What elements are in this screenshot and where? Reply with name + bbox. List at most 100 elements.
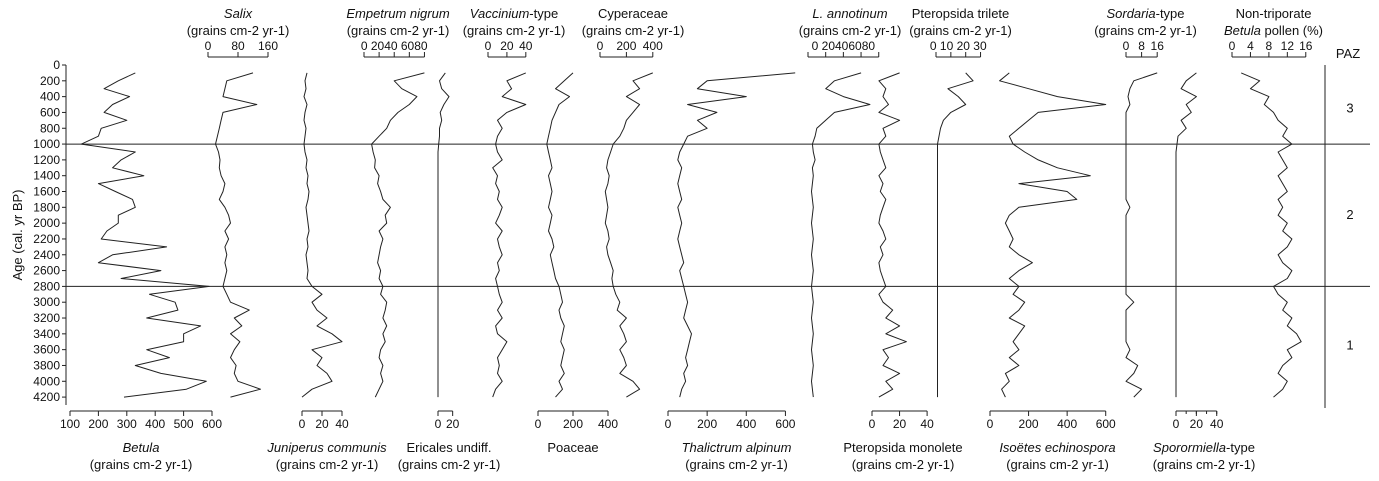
y-tick-label: 3800 [33, 358, 60, 372]
series-tick-label: 80 [231, 39, 245, 53]
y-tick-label: 800 [40, 121, 60, 135]
series-tick-label: 40 [920, 417, 934, 431]
series-title: Empetrum nigrum [346, 6, 449, 21]
y-tick-label: 2000 [33, 216, 60, 230]
series-tick-label: 600 [775, 417, 795, 431]
series-title: Non-triporate [1236, 6, 1312, 21]
series-tick-label: 0 [299, 417, 306, 431]
series-units: (grains cm-2 yr-1) [799, 23, 902, 38]
series-units: (grains cm-2 yr-1) [463, 23, 566, 38]
series-tick-label: 600 [1096, 417, 1116, 431]
series-tick-label: 200 [88, 417, 108, 431]
series-curve [604, 72, 653, 398]
series-title: Betula [123, 440, 160, 455]
series-panel: 0 20 40 Vaccinium-type (grains cm-2 yr-1) [463, 6, 566, 398]
y-tick-label: 600 [40, 105, 60, 119]
zone-label: 3 [1346, 100, 1353, 115]
series-units: (grains cm-2 yr-1) [187, 23, 290, 38]
y-tick-label: 3000 [33, 295, 60, 309]
y-tick-label: 1200 [33, 153, 60, 167]
series-curve [811, 72, 871, 398]
y-tick-label: 3200 [33, 311, 60, 325]
y-tick-label: 2800 [33, 279, 60, 293]
series-title: Cyperaceae [598, 6, 668, 21]
series-tick-label: 40 [335, 417, 349, 431]
series-curve [371, 72, 425, 398]
series-tick-label: 0 [535, 417, 542, 431]
series-tick-label: 100 [60, 417, 80, 431]
series-tick-label: 600 [202, 417, 222, 431]
series-tick-label: 0 [435, 417, 442, 431]
series-tick-label: 0 [597, 39, 604, 53]
series-tick-label: 40 [519, 39, 533, 53]
series-units: (grains cm-2 yr-1) [1006, 457, 1109, 472]
series-tick-label: 0 [1173, 417, 1180, 431]
series-title: Isoëtes echinospora [999, 440, 1115, 455]
series-panel: 0 4 8 12 16 Non-triporate Betula pollen (%) [1224, 6, 1323, 398]
series-title: Salix [224, 6, 253, 21]
series-panel: 0 20406080 L. annotinum (grains cm-2 yr-1) [799, 6, 902, 398]
y-tick-label: 400 [40, 90, 60, 104]
zone-label: 2 [1346, 207, 1353, 222]
series-tick-label: 200 [1019, 417, 1039, 431]
series-title: Juniperus communis [266, 440, 387, 455]
y-tick-label: 2600 [33, 264, 60, 278]
series-tick-label: 20 [315, 417, 329, 431]
series-title: Thalictrum alpinum [682, 440, 792, 455]
series-tick-label: 400 [643, 39, 663, 53]
series-tick-label: 8 [1266, 39, 1273, 53]
series-panel: 0 2040 6080 Empetrum nigrum (grains cm-2 y… [346, 6, 450, 398]
y-tick-label: 1800 [33, 200, 60, 214]
series-units: (grains cm-2 yr-1) [582, 23, 685, 38]
series-tick-label: 4 [1247, 39, 1254, 53]
series-tick-label: 16 [1151, 39, 1165, 53]
series-tick-label: 20 [446, 417, 460, 431]
y-tick-label: 4000 [33, 374, 60, 388]
series-curve [80, 72, 210, 398]
series-units: (grains cm-2 yr-1) [276, 457, 379, 472]
series-units: (grains cm-2 yr-1) [347, 23, 450, 38]
y-tick-label: 3400 [33, 327, 60, 341]
series-tick-label: 0 [1229, 39, 1236, 53]
series-tick-label: 400 [145, 417, 165, 431]
series-panel: 0 80 160 Salix (grains cm-2 yr-1) [187, 6, 290, 398]
series-title: Poaceae [547, 440, 598, 455]
y-tick-label: 1600 [33, 185, 60, 199]
series-curve [1125, 72, 1158, 398]
series-title: Sporormiella-type [1153, 440, 1255, 455]
series-tick-label: 0 [485, 39, 492, 53]
series-tick-label: 200 [697, 417, 717, 431]
series-title: Betula pollen (%) [1224, 23, 1323, 38]
series-tick-label: 0 20406080 [812, 39, 876, 53]
series-panel: 100 200 300 400 500 600 Betula (grains cm-2 yr-… [60, 72, 222, 472]
series-curve [1241, 72, 1302, 398]
y-tick-label: 4200 [33, 390, 60, 404]
series-tick-label: 400 [736, 417, 756, 431]
series-tick-label: 0 [205, 39, 212, 53]
series-tick-label: 0 2040 6080 [361, 39, 428, 53]
series-panel: 0 200 400 600 Isoëtes echinospora (grains cm-… [987, 72, 1116, 472]
series-tick-label: 20 [893, 417, 907, 431]
series-tick-label: 160 [258, 39, 278, 53]
series-panel: 0 200 400 600 Thalictrum alpinum (grains cm-2… [665, 72, 796, 472]
series-curve [215, 72, 261, 398]
series-units: (grains cm-2 yr-1) [90, 457, 193, 472]
y-tick-label: 3600 [33, 343, 60, 357]
series-tick-label: 300 [117, 417, 137, 431]
series-curve [677, 72, 796, 398]
series-tick-label: 12 [1281, 39, 1295, 53]
series-title: Ericales undiff. [406, 440, 491, 455]
series-units: (grains cm-2 yr-1) [1094, 23, 1197, 38]
y-tick-label: 2400 [33, 248, 60, 262]
series-curve [937, 72, 974, 398]
series-tick-label: 400 [598, 417, 618, 431]
series-panel: 0 8 16 Sordaria-type (grains cm-2 yr-1) [1094, 6, 1197, 398]
series-curve [301, 72, 343, 398]
series-tick-label: 500 [174, 417, 194, 431]
series-tick-label: 40 [1210, 417, 1224, 431]
series-units: (grains cm-2 yr-1) [1153, 457, 1256, 472]
series-panel: 0 20 40 Juniperus communis (grains cm-2 yr-1… [266, 72, 387, 472]
